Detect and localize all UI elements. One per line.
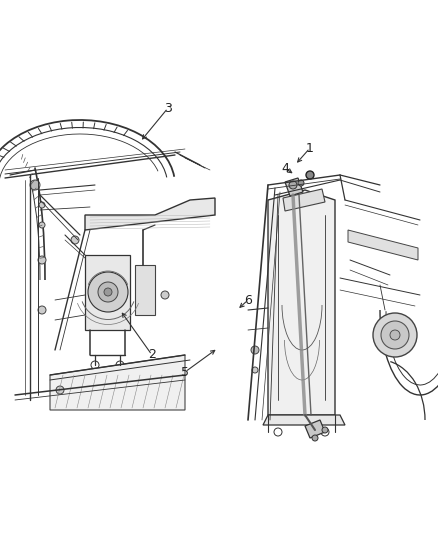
Polygon shape — [268, 190, 335, 415]
Circle shape — [252, 367, 258, 373]
Circle shape — [322, 427, 328, 433]
Circle shape — [298, 180, 304, 186]
Text: 2: 2 — [148, 349, 156, 361]
Circle shape — [30, 180, 40, 190]
Polygon shape — [50, 355, 185, 410]
Circle shape — [71, 236, 79, 244]
Polygon shape — [85, 255, 130, 330]
Circle shape — [38, 306, 46, 314]
Text: 5: 5 — [181, 366, 189, 378]
Circle shape — [306, 171, 314, 179]
Polygon shape — [283, 189, 325, 211]
Text: 6: 6 — [244, 294, 252, 306]
Circle shape — [38, 256, 46, 264]
Text: 4: 4 — [281, 161, 289, 174]
Circle shape — [39, 222, 45, 228]
Circle shape — [251, 346, 259, 354]
Circle shape — [39, 202, 45, 208]
Polygon shape — [135, 265, 155, 315]
Circle shape — [390, 330, 400, 340]
Polygon shape — [305, 420, 325, 438]
Circle shape — [88, 272, 128, 312]
Circle shape — [98, 282, 118, 302]
Polygon shape — [85, 198, 215, 230]
Circle shape — [161, 291, 169, 299]
Circle shape — [104, 288, 112, 296]
Circle shape — [373, 313, 417, 357]
Circle shape — [269, 201, 277, 209]
Text: 3: 3 — [164, 101, 172, 115]
Circle shape — [91, 361, 99, 369]
Text: 1: 1 — [306, 141, 314, 155]
Circle shape — [321, 428, 329, 436]
Polygon shape — [263, 415, 345, 425]
Circle shape — [381, 321, 409, 349]
Polygon shape — [285, 178, 303, 196]
Circle shape — [312, 435, 318, 441]
Polygon shape — [348, 230, 418, 260]
Circle shape — [274, 428, 282, 436]
Circle shape — [116, 361, 124, 369]
Circle shape — [289, 181, 297, 189]
Circle shape — [56, 386, 64, 394]
